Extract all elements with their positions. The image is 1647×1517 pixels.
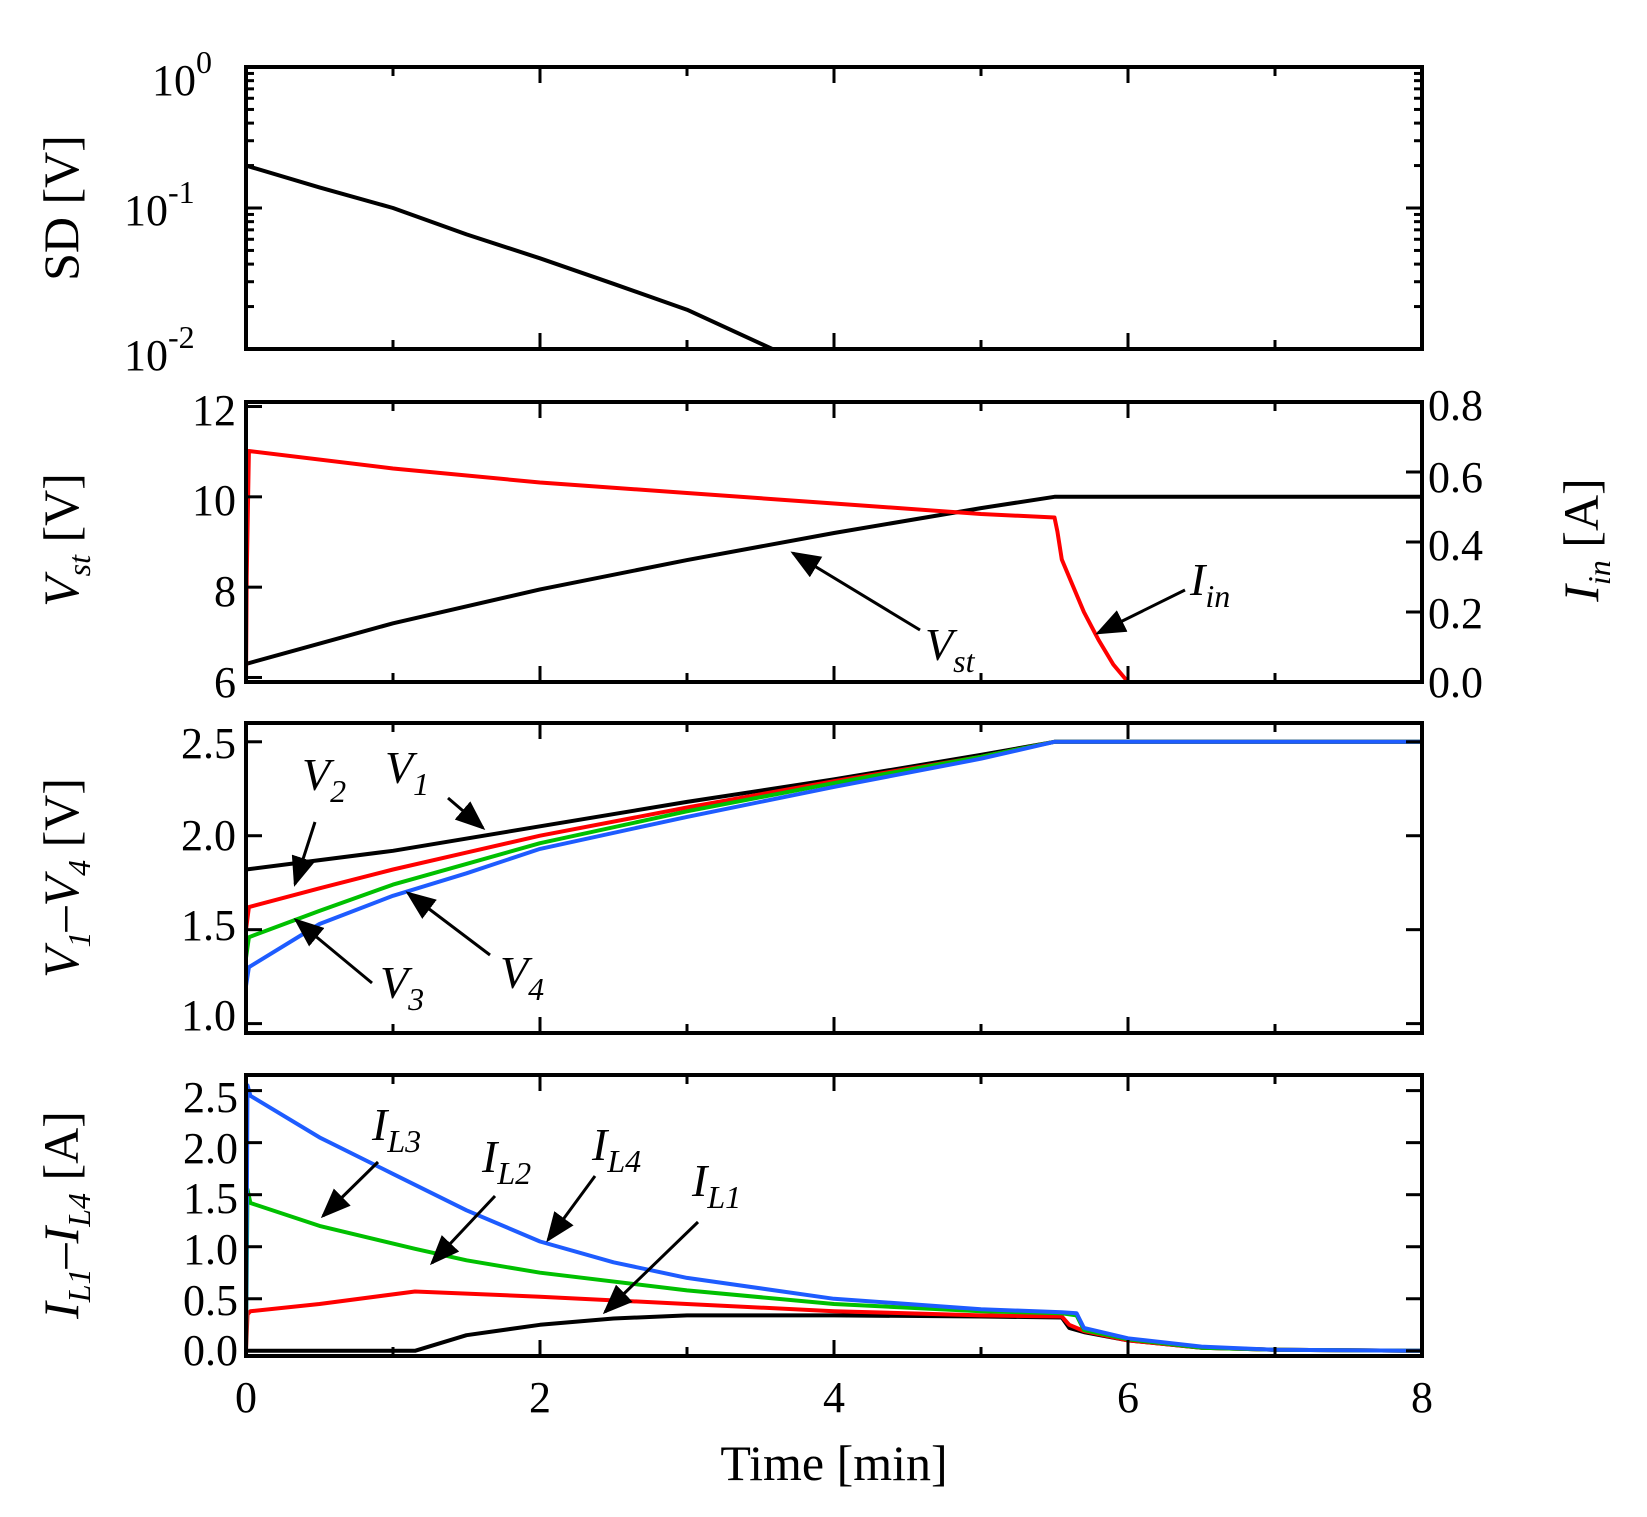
xtick-label-1: 2 xyxy=(529,1373,551,1422)
v-ytick-label-2: 2.0 xyxy=(181,811,236,860)
v2-annotation-arrow xyxy=(291,821,317,887)
sd-ytick-label-1: 10-1 xyxy=(124,174,195,235)
sd-ylabel: SD [V] xyxy=(33,135,89,281)
v2-annotation: V2 xyxy=(302,749,346,809)
iin-ytick-label-0: 0.0 xyxy=(1428,658,1483,707)
xlabel: Time [min] xyxy=(720,1435,947,1491)
xtick-label-0: 0 xyxy=(235,1373,257,1422)
series-line-sd xyxy=(245,163,774,351)
vst-annotation: Vst xyxy=(925,619,976,679)
il3-annotation-arrow xyxy=(320,1160,380,1219)
v-ytick-label-0: 1.0 xyxy=(181,991,236,1040)
vst-ytick-label-2: 10 xyxy=(192,476,236,525)
il-ytick-label-0: 0.0 xyxy=(183,1326,238,1375)
iin-annotation-arrow xyxy=(1095,588,1186,635)
series-line-il3 xyxy=(244,1187,1423,1353)
il1-annotation-arrow xyxy=(602,1220,700,1315)
v4-annotation-arrow xyxy=(405,891,491,957)
iin-ytick-label-1: 0.2 xyxy=(1428,589,1483,638)
iin-ytick-label-4: 0.8 xyxy=(1428,381,1483,430)
il4-annotation: IL4 xyxy=(591,1119,641,1179)
v3-annotation-arrow xyxy=(293,918,373,985)
il2-annotation: IL2 xyxy=(481,1131,531,1191)
iin-ytick-label-3: 0.6 xyxy=(1428,453,1483,502)
sd-ytick-label-2: 10-2 xyxy=(124,319,195,380)
v3-annotation: V3 xyxy=(380,957,424,1017)
vst-ytick-label-1: 8 xyxy=(214,567,236,616)
il1-annotation: IL1 xyxy=(691,1155,741,1215)
il-ytick-label-1: 0.5 xyxy=(183,1276,238,1325)
series-line-v1 xyxy=(245,739,1422,872)
il-ytick-label-2: 1.0 xyxy=(183,1225,238,1274)
v1-annotation-arrow xyxy=(447,796,486,830)
vst-ytick-label-3: 12 xyxy=(192,386,236,435)
panel-sd-frame xyxy=(244,65,1424,351)
v-ytick-label-1: 1.5 xyxy=(181,901,236,950)
panel-vst-iin: 6 8 10 12 0.0 0.2 0.4 0.6 0.8 Vst [V] Ii… xyxy=(33,381,1617,707)
il-ylabel: IL1–IL4 [A] xyxy=(33,1111,97,1320)
iin-annotation: Iin xyxy=(1189,554,1230,614)
series-line-vst xyxy=(245,494,1422,666)
iin-ytick-label-2: 0.4 xyxy=(1428,521,1483,570)
xtick-label-3: 6 xyxy=(1117,1373,1139,1422)
il-ytick-label-3: 1.5 xyxy=(183,1174,238,1223)
il4-annotation-arrow xyxy=(546,1175,597,1243)
xtick-label-4: 8 xyxy=(1411,1373,1433,1422)
v4-annotation: V4 xyxy=(500,947,544,1007)
vst-ylabel: Vst [V] xyxy=(33,473,97,607)
iin-ylabel: Iin [A] xyxy=(1553,478,1617,602)
panel-il1-il4: 0.0 0.5 1.0 1.5 2.0 2.5 IL1–IL4 [A] 0 2 … xyxy=(33,1073,1433,1491)
il-ytick-label-5: 2.5 xyxy=(183,1073,238,1122)
vst-annotation-arrow xyxy=(790,551,921,632)
sd-ytick-label-0: 100 xyxy=(152,44,212,105)
v-ylabel: V1–V4 [V] xyxy=(33,778,97,978)
series-line-iin xyxy=(244,449,1422,684)
series-line-il4 xyxy=(244,1083,1423,1353)
il3-annotation: IL3 xyxy=(371,1099,421,1159)
panel-vst-frame xyxy=(244,400,1424,684)
panel-v1-v4: 1.0 1.5 2.0 2.5 V1–V4 [V] V1 V2 V3 V4 xyxy=(33,719,1424,1040)
v1-annotation: V1 xyxy=(385,742,429,802)
vst-ytick-label-0: 6 xyxy=(214,658,236,707)
v-ytick-label-3: 2.5 xyxy=(181,719,236,768)
il-ytick-label-4: 2.0 xyxy=(183,1124,238,1173)
xtick-label-2: 4 xyxy=(823,1373,845,1422)
panel-sd: 100 10-1 10-2 SD [V] xyxy=(33,44,1424,380)
il2-annotation-arrow xyxy=(429,1194,497,1266)
